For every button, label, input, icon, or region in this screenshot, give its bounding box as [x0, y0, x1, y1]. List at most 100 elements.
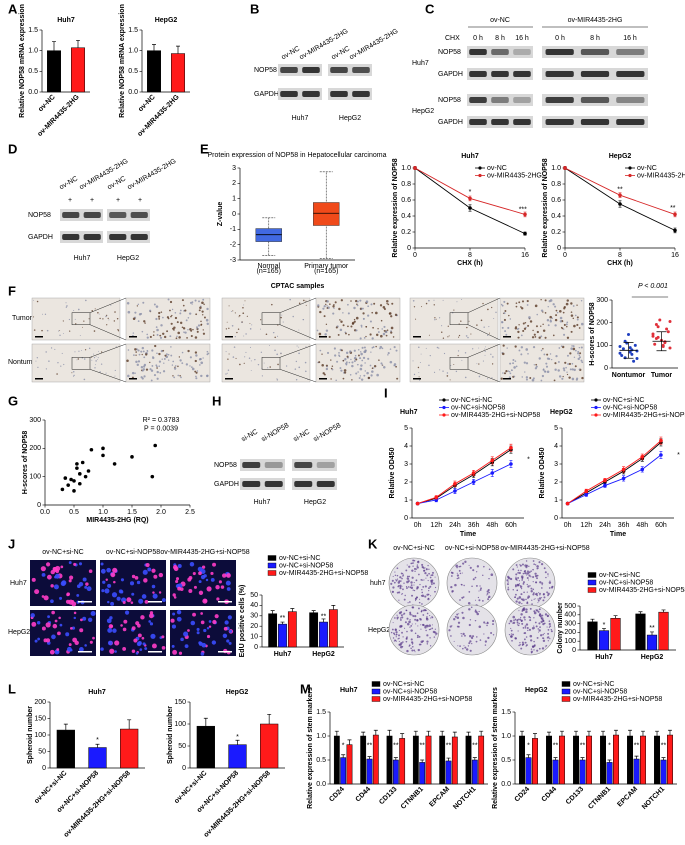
point — [635, 356, 639, 360]
ihc-nucleus — [367, 305, 370, 308]
ihc-nucleus — [565, 302, 569, 306]
colony — [518, 601, 521, 604]
cell — [176, 616, 182, 622]
ihc-nucleus — [512, 359, 515, 362]
ihc-nucleus — [436, 346, 439, 349]
zoom-line — [279, 324, 317, 341]
blot-band — [469, 49, 487, 55]
ihc-nucleus — [518, 349, 521, 352]
ihc-nucleus — [242, 312, 245, 315]
ihc-nucleus — [349, 373, 352, 376]
blot-band — [616, 49, 645, 55]
colony — [403, 582, 405, 584]
ihc-nucleus — [202, 332, 206, 335]
colony — [417, 625, 419, 627]
ihc-nucleus — [99, 317, 101, 320]
ihc-nucleus — [351, 322, 355, 325]
ihc-nucleus — [137, 303, 140, 306]
y-tick-label: 0.2 — [401, 229, 411, 236]
bar — [439, 735, 446, 785]
colony — [530, 576, 532, 578]
ihc-nucleus — [323, 305, 326, 308]
sd-bar — [656, 331, 667, 352]
blot-band — [242, 462, 261, 468]
colony — [398, 580, 401, 583]
point — [130, 455, 134, 459]
ihc-nucleus — [576, 318, 579, 321]
ihc-nucleus — [156, 333, 159, 336]
zoom-line — [89, 369, 127, 383]
ihc-nucleus — [83, 378, 86, 381]
colony — [403, 627, 406, 629]
annotation: * — [96, 737, 99, 744]
legend-label: ov-NC+si-NC — [451, 397, 492, 404]
legend-marker — [628, 166, 632, 170]
colony — [541, 582, 544, 585]
ihc-image — [31, 343, 121, 383]
ihc-nucleus — [461, 299, 463, 300]
ihc-nucleus — [419, 362, 421, 364]
bar — [579, 759, 586, 785]
chart-title: Huh7 — [340, 687, 358, 694]
colony — [423, 569, 426, 572]
cell — [41, 572, 46, 577]
x-tick-label: 0 — [413, 252, 417, 259]
colony — [516, 566, 518, 568]
y-tick-label: 1.0 — [551, 165, 561, 172]
ihc-nucleus — [243, 304, 245, 306]
colony — [509, 619, 513, 623]
ihc-nucleus — [362, 356, 366, 360]
colony — [431, 583, 433, 586]
blot-band — [130, 212, 148, 218]
cell — [116, 596, 121, 601]
cell — [69, 575, 74, 580]
ihc-nucleus — [357, 371, 359, 373]
ihc-nucleus — [360, 352, 363, 356]
ihc-nucleus — [540, 349, 543, 352]
protein-label: GAPDH — [438, 71, 463, 78]
colony — [516, 619, 519, 622]
ihc-nucleus — [533, 333, 536, 336]
ihc-nucleus — [141, 346, 145, 350]
cell — [151, 568, 156, 573]
ihc-nucleus — [542, 368, 545, 370]
colony — [537, 628, 540, 630]
ihc-nucleus — [547, 324, 550, 327]
colony — [513, 619, 515, 622]
cell — [69, 648, 73, 652]
colony — [428, 587, 430, 590]
colony — [426, 612, 429, 615]
ihc-nucleus — [491, 306, 493, 309]
legend-marker — [628, 173, 632, 178]
ihc-nucleus — [74, 351, 76, 353]
colony — [522, 598, 525, 602]
colony — [506, 579, 509, 582]
ihc-nucleus — [32, 316, 35, 318]
colony — [395, 578, 397, 580]
ihc-nucleus — [532, 346, 536, 349]
colony — [392, 575, 394, 577]
ihc-nucleus — [390, 331, 393, 334]
ihc-nucleus — [335, 379, 337, 382]
colony — [517, 630, 519, 632]
colony — [517, 569, 520, 572]
ihc-nucleus — [174, 311, 177, 314]
point — [471, 471, 476, 475]
colony — [486, 622, 489, 625]
x-tick-label: 36h — [468, 522, 480, 529]
cell — [104, 588, 110, 594]
ihc-nucleus — [476, 324, 478, 326]
ihc-nucleus — [345, 332, 347, 335]
ihc-nucleus — [355, 358, 358, 361]
ihc-nucleus — [480, 319, 483, 322]
panel-letter: D — [8, 141, 17, 156]
ihc-nucleus — [520, 306, 522, 308]
cell — [170, 618, 175, 623]
time-label: 0 h — [473, 35, 483, 42]
ihc-nucleus — [292, 315, 294, 318]
ihc-nucleus — [143, 363, 147, 367]
ihc-nucleus — [531, 336, 535, 339]
colony — [426, 616, 428, 618]
ihc-nucleus — [54, 348, 56, 350]
colony — [431, 571, 435, 574]
